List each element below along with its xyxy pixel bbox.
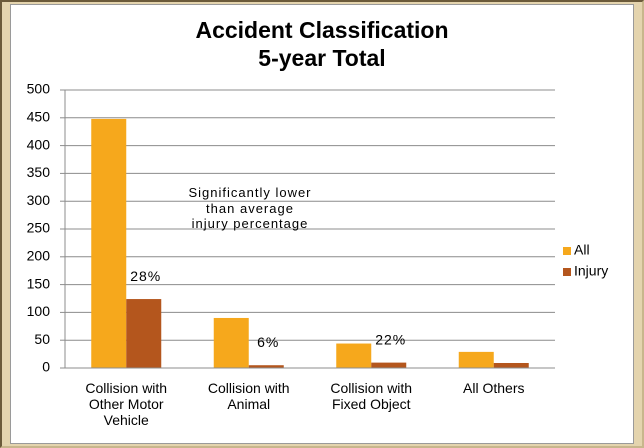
chart-subtitle: 5-year Total [258,45,385,71]
legend-swatch [563,268,571,276]
bar [371,362,407,368]
y-tick-label: 400 [27,136,51,152]
annotation: Significantly lower than average injury … [188,185,312,231]
y-tick-label: 0 [42,359,50,375]
legend-label: All [574,242,590,258]
legend-swatch [563,247,571,255]
bar [248,365,284,368]
data-label: 28% [130,268,161,284]
y-tick-label: 500 [27,81,51,97]
y-tick-label: 300 [27,192,51,208]
bar [458,351,494,368]
bar [336,343,372,368]
y-tick-label: 200 [27,248,51,264]
x-tick-label: Collision with Animal [207,380,290,412]
data-label: 6% [257,334,279,350]
data-label: 22% [375,331,406,347]
x-tick-label: All Others [463,380,525,396]
bar [493,362,529,368]
bar [213,317,249,368]
y-tick-label: 100 [27,303,51,319]
chart-title: Accident Classification [195,17,448,43]
y-tick-label: 350 [27,164,51,180]
x-tick-label: Collision with Fixed Object [330,380,413,412]
y-tick-label: 150 [27,275,51,291]
y-tick-label: 250 [27,220,51,236]
bar [126,299,162,368]
y-tick-label: 50 [34,331,50,347]
legend-label: Injury [574,263,608,279]
bar [91,118,127,368]
x-tick-label: Collision with Other Motor Vehicle [85,380,168,428]
y-tick-label: 450 [27,109,51,125]
